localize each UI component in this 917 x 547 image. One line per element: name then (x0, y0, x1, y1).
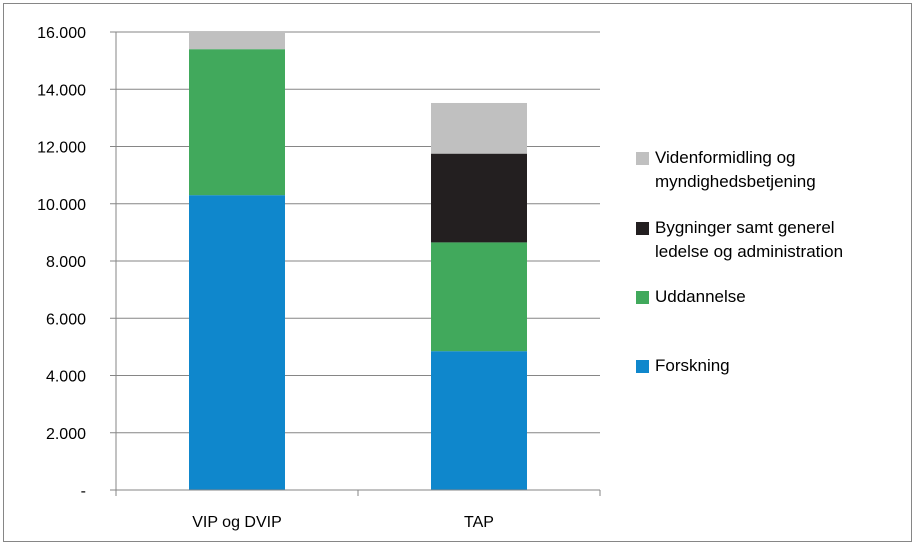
legend-label: Bygninger samt generel ledelse og admini… (655, 218, 844, 261)
y-tick-label: 8.000 (46, 254, 86, 271)
bar-segment (189, 195, 285, 490)
x-tick-labels: VIP og DVIP TAP (192, 514, 494, 531)
y-tick-labels: - 2.000 4.000 6.000 8.000 10.000 12.000 14.000 1… (37, 25, 86, 500)
legend-label: Uddannelse (655, 287, 746, 306)
y-tick-label: - (81, 483, 86, 500)
legend-item: Forskning (636, 354, 730, 378)
y-tick-label: 14.000 (37, 82, 86, 99)
bar-segment (189, 32, 285, 50)
x-tick-label: TAP (464, 514, 494, 531)
bars (189, 32, 527, 490)
y-tick-label: 10.000 (37, 197, 86, 214)
legend-swatch (636, 291, 649, 304)
gridlines (116, 31, 600, 434)
legend-swatch (636, 222, 649, 235)
legend-item: Uddannelse (636, 285, 746, 309)
legend-swatch (636, 152, 649, 165)
legend-item: Videnformidling og myndighedsbetjening (636, 146, 816, 194)
legend-label: Videnformidling og myndighedsbetjening (655, 148, 816, 191)
bar-segment (431, 351, 527, 490)
legend-label: Forskning (655, 356, 730, 375)
y-tick-label: 2.000 (46, 426, 86, 443)
legend-swatch (636, 360, 649, 373)
bar-segment (431, 242, 527, 352)
axes (110, 31, 601, 496)
y-tick-label: 4.000 (46, 369, 86, 386)
bar-segment (189, 49, 285, 196)
y-tick-label: 16.000 (37, 25, 86, 42)
y-tick-label: 12.000 (37, 140, 86, 157)
x-tick-label: VIP og DVIP (192, 514, 282, 531)
legend-item: Bygninger samt generel ledelse og admini… (636, 216, 843, 264)
y-tick-label: 6.000 (46, 311, 86, 328)
bar-segment (431, 102, 527, 154)
bar-segment (431, 153, 527, 243)
